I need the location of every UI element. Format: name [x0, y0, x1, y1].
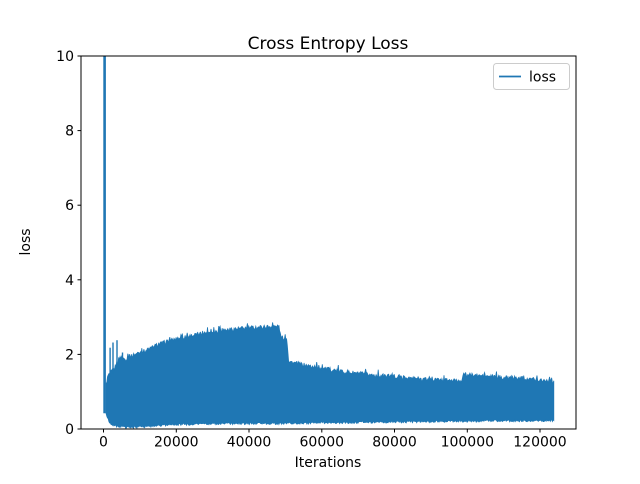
y-tick-label: 8 [65, 124, 74, 140]
x-tick-label: 120000 [513, 435, 566, 451]
x-tick-label: 80000 [372, 435, 417, 451]
x-axis-label: Iterations [295, 455, 362, 471]
legend: loss [493, 63, 570, 90]
loss-band [105, 322, 555, 430]
legend-box [493, 63, 570, 90]
x-tick-label: 0 [99, 435, 108, 451]
x-tick-label: 20000 [154, 435, 199, 451]
y-tick-label: 0 [65, 422, 74, 438]
axes-frame [80, 55, 577, 430]
legend-entry-label: loss [529, 70, 556, 86]
x-tick-label: 40000 [227, 435, 272, 451]
y-tick-label: 6 [65, 198, 74, 214]
chart-title: Cross Entropy Loss [248, 34, 409, 54]
y-tick-label: 2 [65, 347, 74, 363]
x-tick-label: 100000 [441, 435, 494, 451]
early-loss-spikes [109, 340, 124, 377]
y-tick-label: 4 [65, 273, 74, 289]
y-tick-label: 10 [56, 49, 74, 65]
x-tick-label: 60000 [300, 435, 345, 451]
y-axis-label: loss [18, 228, 34, 255]
x-axis-ticks: 0 20000 40000 60000 80000 100000 120000 [99, 429, 567, 451]
y-axis-ticks: 0 2 4 6 8 10 [56, 49, 81, 438]
